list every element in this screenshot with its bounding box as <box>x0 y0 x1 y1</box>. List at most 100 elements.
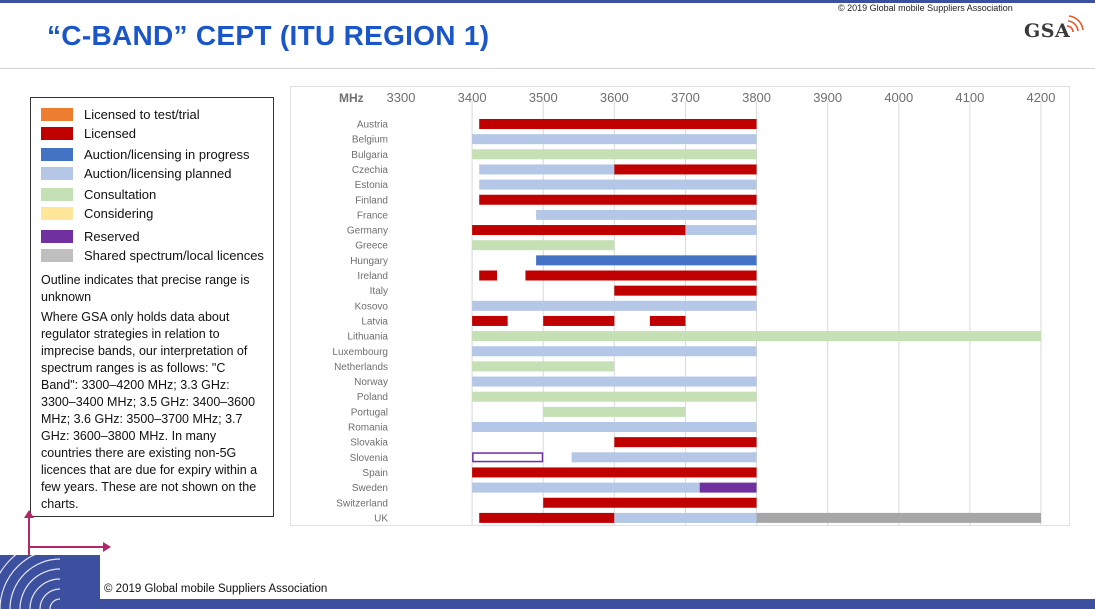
range-bar <box>472 225 686 236</box>
slide-title: “C-BAND” CEPT (ITU REGION 1) <box>47 20 490 51</box>
spectrum-chart-svg: MHz 3300 3400 3500 3600 3700 3800 3900 4000 4100 4… <box>332 90 1056 525</box>
gsa-logo: GSA <box>1018 12 1088 46</box>
logo-text: GSA <box>1024 20 1071 42</box>
country-label: Belgium <box>352 135 388 146</box>
range-bar <box>543 406 686 417</box>
legend-label: Considering <box>84 206 154 221</box>
country-label: Spain <box>362 468 388 479</box>
country-label: Latvia <box>361 316 388 327</box>
footer-accent-bar <box>95 599 1095 609</box>
range-bar <box>472 361 615 372</box>
legend-label: Licensed to test/trial <box>84 107 200 122</box>
globe-arcs-icon <box>0 555 100 609</box>
legend-label: Auction/licensing in progress <box>84 147 250 162</box>
footer-globe-graphic <box>0 555 100 609</box>
legend-label: Auction/licensing planned <box>84 166 232 181</box>
range-bar <box>614 437 757 448</box>
range-bar <box>543 315 615 326</box>
country-label: Luxembourg <box>332 347 388 358</box>
spectrum-chart: MHz 3300 3400 3500 3600 3700 3800 3900 4000 4100 4… <box>290 86 1070 526</box>
country-label: Germany <box>347 226 388 237</box>
legend-swatch <box>41 188 73 201</box>
axis-arrow-vertical <box>28 516 30 556</box>
range-bar <box>614 164 757 175</box>
arrow-right-icon <box>103 542 111 552</box>
legend-swatch <box>41 167 73 180</box>
range-bar <box>536 209 757 220</box>
legend-swatch <box>41 108 73 121</box>
country-label: Portugal <box>351 407 388 418</box>
country-label: Norway <box>354 377 388 388</box>
country-label: Czechia <box>352 165 389 176</box>
range-bar <box>472 331 1042 342</box>
range-bar <box>525 270 757 281</box>
range-bar-outline <box>472 452 544 463</box>
country-label: Switzerland <box>336 498 388 509</box>
range-bar <box>479 270 497 281</box>
range-bar <box>479 512 615 523</box>
x-tick-label: 3500 <box>529 90 558 105</box>
axis-arrow-horizontal <box>28 546 104 548</box>
x-tick-label: 4000 <box>884 90 913 105</box>
legend-swatch <box>41 148 73 161</box>
country-label: Italy <box>370 286 388 297</box>
x-tick-label: 3400 <box>458 90 487 105</box>
x-tick-label: 4100 <box>955 90 984 105</box>
legend-label: Consultation <box>84 187 157 202</box>
legend-label: Reserved <box>84 229 140 244</box>
header-divider <box>0 68 1095 69</box>
x-tick-label: 3800 <box>742 90 771 105</box>
legend-swatch <box>41 207 73 220</box>
x-tick-label: 3700 <box>671 90 700 105</box>
range-bar <box>472 391 757 402</box>
range-bar <box>472 422 757 432</box>
range-bar <box>472 240 615 251</box>
country-label: Hungary <box>350 256 388 267</box>
range-bar <box>756 512 1041 523</box>
x-tick-label: 4200 <box>1027 90 1056 105</box>
range-bar <box>479 194 757 205</box>
legend-label: Licensed <box>84 126 137 141</box>
legend-note-outline: Outline indicates that precise range is … <box>41 273 250 304</box>
legend-swatch <box>41 127 73 140</box>
country-label: Sweden <box>352 483 388 494</box>
range-bar <box>614 285 757 296</box>
country-label: Ireland <box>357 271 388 282</box>
country-label: UK <box>374 513 388 524</box>
legend-note-interpretation: Where GSA only holds data about regulato… <box>41 310 258 511</box>
legend: Licensed to test/trial Licensed Auction/… <box>30 97 274 517</box>
range-bar <box>649 315 686 326</box>
x-tick-label: 3600 <box>600 90 629 105</box>
top-copyright: © 2019 Global mobile Suppliers Associati… <box>838 3 1013 13</box>
range-bar <box>479 164 615 175</box>
arrow-up-icon <box>24 510 34 518</box>
country-label: Kosovo <box>355 301 389 312</box>
range-bar <box>614 512 757 523</box>
footer-copyright: © 2019 Global mobile Suppliers Associati… <box>104 583 328 595</box>
range-bar <box>472 134 757 145</box>
country-label: Bulgaria <box>351 150 388 161</box>
range-bar <box>472 376 757 387</box>
range-bar <box>472 482 700 493</box>
range-bar <box>472 346 757 357</box>
range-bar <box>472 149 757 160</box>
range-bar <box>699 482 757 493</box>
legend-swatch <box>41 249 73 262</box>
country-label: Finland <box>355 195 388 206</box>
x-tick-label: 3900 <box>813 90 842 105</box>
range-bar <box>472 300 757 311</box>
country-label: Romania <box>348 423 388 434</box>
country-label: Slovakia <box>350 438 388 449</box>
country-label: Slovenia <box>350 453 389 464</box>
x-tick-label: 3300 <box>387 90 416 105</box>
x-axis-label: MHz <box>339 91 364 105</box>
signal-waves-icon <box>1066 15 1084 33</box>
country-label: Greece <box>355 241 388 252</box>
range-bar <box>479 179 757 190</box>
top-accent-bar <box>0 0 1095 3</box>
country-label: Estonia <box>355 180 389 191</box>
country-label: Lithuania <box>347 332 388 343</box>
range-bar <box>472 467 757 478</box>
country-label: Austria <box>357 120 389 131</box>
legend-label: Shared spectrum/local licences <box>84 248 264 263</box>
